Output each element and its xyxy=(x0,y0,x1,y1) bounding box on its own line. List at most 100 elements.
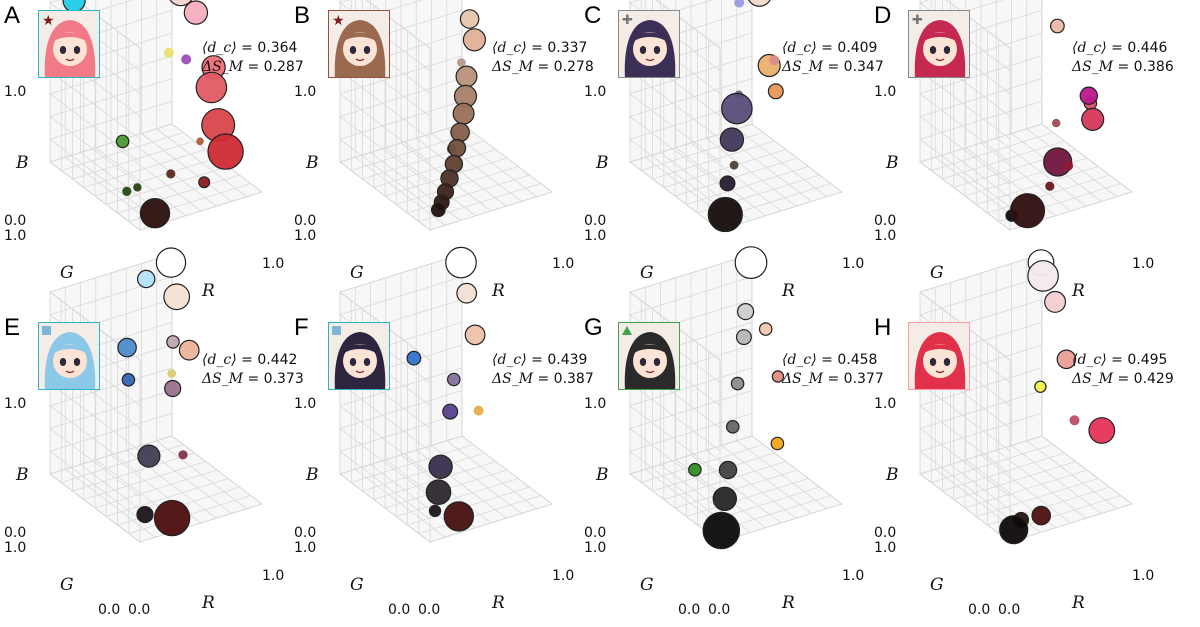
data-point xyxy=(1063,160,1074,171)
data-point xyxy=(166,169,176,179)
axis-label-g: G xyxy=(930,263,944,283)
mean-color-distance: ⟨d_c⟩ = 0.495 xyxy=(1072,352,1168,368)
data-point xyxy=(748,0,771,7)
entropy-difference: ΔS_M = 0.377 xyxy=(782,371,884,387)
tick-label-g-top: 1.0 xyxy=(874,540,896,556)
data-point xyxy=(1079,86,1098,105)
tick-label-b-top: 1.0 xyxy=(294,84,316,100)
data-point xyxy=(729,160,739,170)
tick-label-b-bottom: 0.0 xyxy=(584,213,606,229)
data-point xyxy=(430,202,446,218)
tick-label-g-top: 1.0 xyxy=(294,540,316,556)
svg-text:✚: ✚ xyxy=(912,13,923,28)
tick-label-b-top: 1.0 xyxy=(874,84,896,100)
data-point xyxy=(473,405,484,416)
data-point xyxy=(166,335,180,349)
axis-label-g: G xyxy=(60,575,74,595)
data-point xyxy=(1009,193,1046,229)
axis-label-b: B xyxy=(15,465,29,485)
data-point xyxy=(459,9,480,29)
character-thumbnail: ★ xyxy=(328,10,390,78)
tick-label-b-bottom: 0.0 xyxy=(294,213,316,229)
chart-panel-f: 1.0 0.0 1.0 0.0 0.0 1.0 B G R F ⟨d_c⟩ = 0.439 ΔS_M … xyxy=(290,246,594,618)
data-point xyxy=(153,499,191,537)
data-point xyxy=(1069,415,1080,426)
axis-label-r: R xyxy=(781,593,795,613)
tick-label-b-bottom: 0.0 xyxy=(874,525,896,541)
data-point xyxy=(730,376,745,391)
data-point xyxy=(726,420,740,434)
axis-label-r: R xyxy=(491,281,505,301)
tick-label-b-bottom: 0.0 xyxy=(4,525,26,541)
tick-label-b-top: 1.0 xyxy=(4,396,26,412)
character-thumbnail: ✚ xyxy=(908,10,970,78)
data-point xyxy=(133,183,142,192)
tick-label-g-top: 1.0 xyxy=(294,228,316,244)
tick-label-b-top: 1.0 xyxy=(294,396,316,412)
axis-label-g: G xyxy=(640,575,654,595)
panel-letter: C xyxy=(584,2,602,29)
mean-color-distance: ⟨d_c⟩ = 0.409 xyxy=(782,40,878,56)
data-point xyxy=(122,186,132,196)
data-point xyxy=(169,0,193,7)
svg-text:✚: ✚ xyxy=(622,13,633,28)
character-thumbnail xyxy=(908,322,970,390)
data-point xyxy=(1049,18,1065,34)
data-point xyxy=(450,122,470,143)
entropy-difference: ΔS_M = 0.429 xyxy=(1072,371,1174,387)
character-thumbnail: ✚ xyxy=(618,10,680,78)
tick-label-b-bottom: 0.0 xyxy=(584,525,606,541)
mean-color-distance: ⟨d_c⟩ = 0.458 xyxy=(782,352,878,368)
panel-letter: D xyxy=(874,2,892,29)
data-point xyxy=(117,337,137,358)
data-point xyxy=(1056,349,1077,370)
data-point xyxy=(428,504,442,518)
panel-letter: G xyxy=(584,314,603,341)
tick-label-r-right: 1.0 xyxy=(552,568,574,584)
tick-label-g-top: 1.0 xyxy=(584,540,606,556)
tick-label-g-bottom: 0.0 xyxy=(98,602,120,618)
gridlines xyxy=(49,253,263,543)
data-point xyxy=(207,133,244,170)
entropy-difference: ΔS_M = 0.287 xyxy=(202,59,304,75)
tick-label-r-right: 1.0 xyxy=(842,256,864,272)
mean-color-distance: ⟨d_c⟩ = 0.439 xyxy=(492,352,588,368)
data-point xyxy=(155,247,187,278)
tick-label-b-top: 1.0 xyxy=(4,84,26,100)
tick-label-r-right: 1.0 xyxy=(842,568,864,584)
data-point xyxy=(445,246,477,279)
data-point xyxy=(167,369,177,378)
character-thumbnail xyxy=(618,322,680,390)
data-point xyxy=(707,196,743,233)
entropy-difference: ΔS_M = 0.373 xyxy=(202,371,304,387)
data-point xyxy=(1088,417,1116,444)
data-point xyxy=(462,28,486,52)
panel-letter: E xyxy=(4,314,21,341)
tick-label-g-bottom: 0.0 xyxy=(678,602,700,618)
tick-label-r-left: 0.0 xyxy=(418,602,440,618)
data-point xyxy=(1045,181,1055,191)
data-point xyxy=(457,58,466,67)
tick-label-r-left: 0.0 xyxy=(708,602,730,618)
data-point xyxy=(452,102,475,125)
data-point xyxy=(688,462,702,477)
tick-label-r-left: 0.0 xyxy=(128,602,150,618)
data-point xyxy=(718,460,738,480)
data-point xyxy=(1027,260,1059,292)
data-point xyxy=(136,506,154,524)
data-point xyxy=(442,403,459,420)
entropy-difference: ΔS_M = 0.347 xyxy=(782,59,884,75)
svg-text:★: ★ xyxy=(42,13,55,29)
tick-label-r-right: 1.0 xyxy=(262,568,284,584)
data-point xyxy=(425,479,452,505)
data-point xyxy=(164,379,182,398)
data-point xyxy=(1052,118,1061,128)
axis-label-g: G xyxy=(60,263,74,283)
data-point xyxy=(758,322,773,336)
tick-label-r-right: 1.0 xyxy=(1132,568,1154,584)
tick-label-g-top: 1.0 xyxy=(584,228,606,244)
tick-label-r-right: 1.0 xyxy=(262,256,284,272)
